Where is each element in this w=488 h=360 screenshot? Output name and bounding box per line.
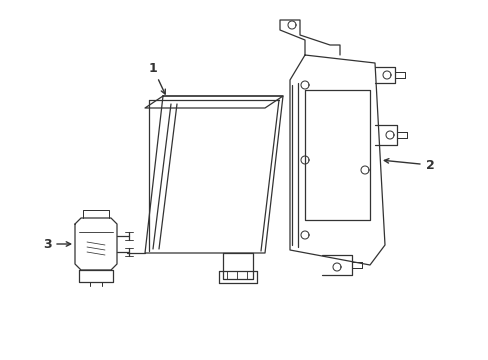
Text: 1: 1 [148, 62, 165, 94]
Text: 3: 3 [42, 238, 71, 251]
Text: 2: 2 [384, 158, 433, 171]
